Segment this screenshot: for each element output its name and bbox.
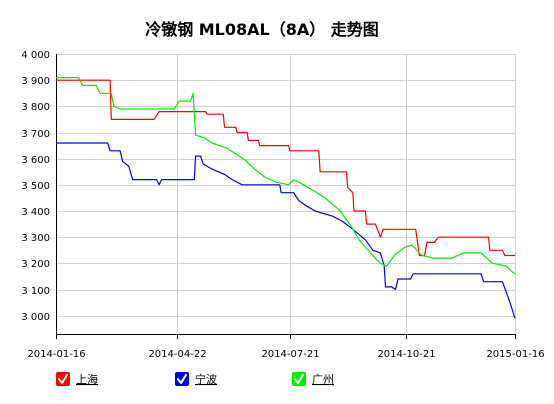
y-tick-label: 3 100	[21, 286, 50, 297]
y-tick-label: 3 600	[21, 155, 50, 166]
x-tick-label: 2014-07-21	[261, 349, 319, 360]
y-tick-label: 3 700	[21, 129, 50, 140]
y-axis-tick-labels: 3 000 3 100 3 200 3 300 3 400 3 500 3 600 3 700…	[21, 50, 50, 323]
series-lines	[56, 76, 516, 319]
x-tick-label: 2014-10-21	[377, 349, 435, 360]
series-line-1	[56, 79, 515, 257]
legend-label[interactable]: 上海	[76, 372, 98, 386]
y-tick-label: 3 000	[21, 312, 50, 323]
check-icon	[294, 374, 304, 384]
y-tick-label: 3 500	[21, 181, 50, 192]
y-tick-label: 3 800	[21, 102, 50, 113]
grid-lines	[56, 54, 516, 334]
check-icon	[177, 374, 187, 384]
x-axis-tick-labels: 2014-01-16 2014-04-22 2014-07-21 2014-10-21…	[27, 349, 544, 360]
series-line-2	[56, 142, 516, 319]
y-tick-label: 3 900	[21, 76, 50, 87]
y-tick-label: 3 200	[21, 259, 50, 270]
y-tick-label: 4 000	[21, 50, 50, 61]
axes	[56, 54, 516, 339]
x-tick-label: 2015-01-16	[486, 349, 544, 360]
legend-item-1[interactable]: 上海	[56, 372, 98, 386]
x-tick-label: 2014-04-22	[148, 349, 206, 360]
legend-item-2[interactable]: 宁波	[175, 372, 217, 386]
legend-item-3[interactable]: 广州	[292, 372, 334, 386]
check-icon	[58, 374, 68, 384]
y-tick-label: 3 400	[21, 207, 50, 218]
y-tick-label: 3 300	[21, 233, 50, 244]
legend-label[interactable]: 宁波	[195, 372, 217, 386]
legend: 上海 宁波 广州	[56, 372, 334, 386]
x-tick-label: 2014-01-16	[27, 349, 85, 360]
chart-title: 冷镦钢 ML08AL（8A） 走势图	[145, 20, 379, 39]
series-line-3	[56, 76, 516, 275]
legend-label[interactable]: 广州	[312, 373, 334, 386]
